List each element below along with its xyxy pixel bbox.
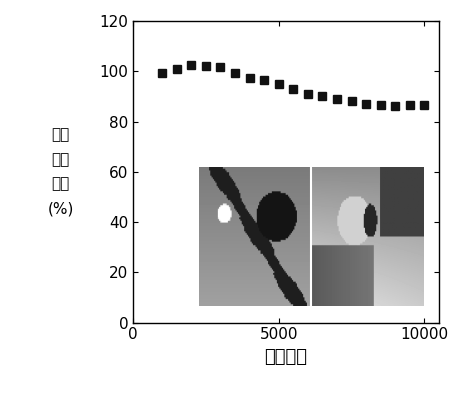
X-axis label: 循环圈数: 循环圈数 [265,348,307,366]
Y-axis label: 容量
保留
效率
(%): 容量 保留 效率 (%) [47,128,74,216]
